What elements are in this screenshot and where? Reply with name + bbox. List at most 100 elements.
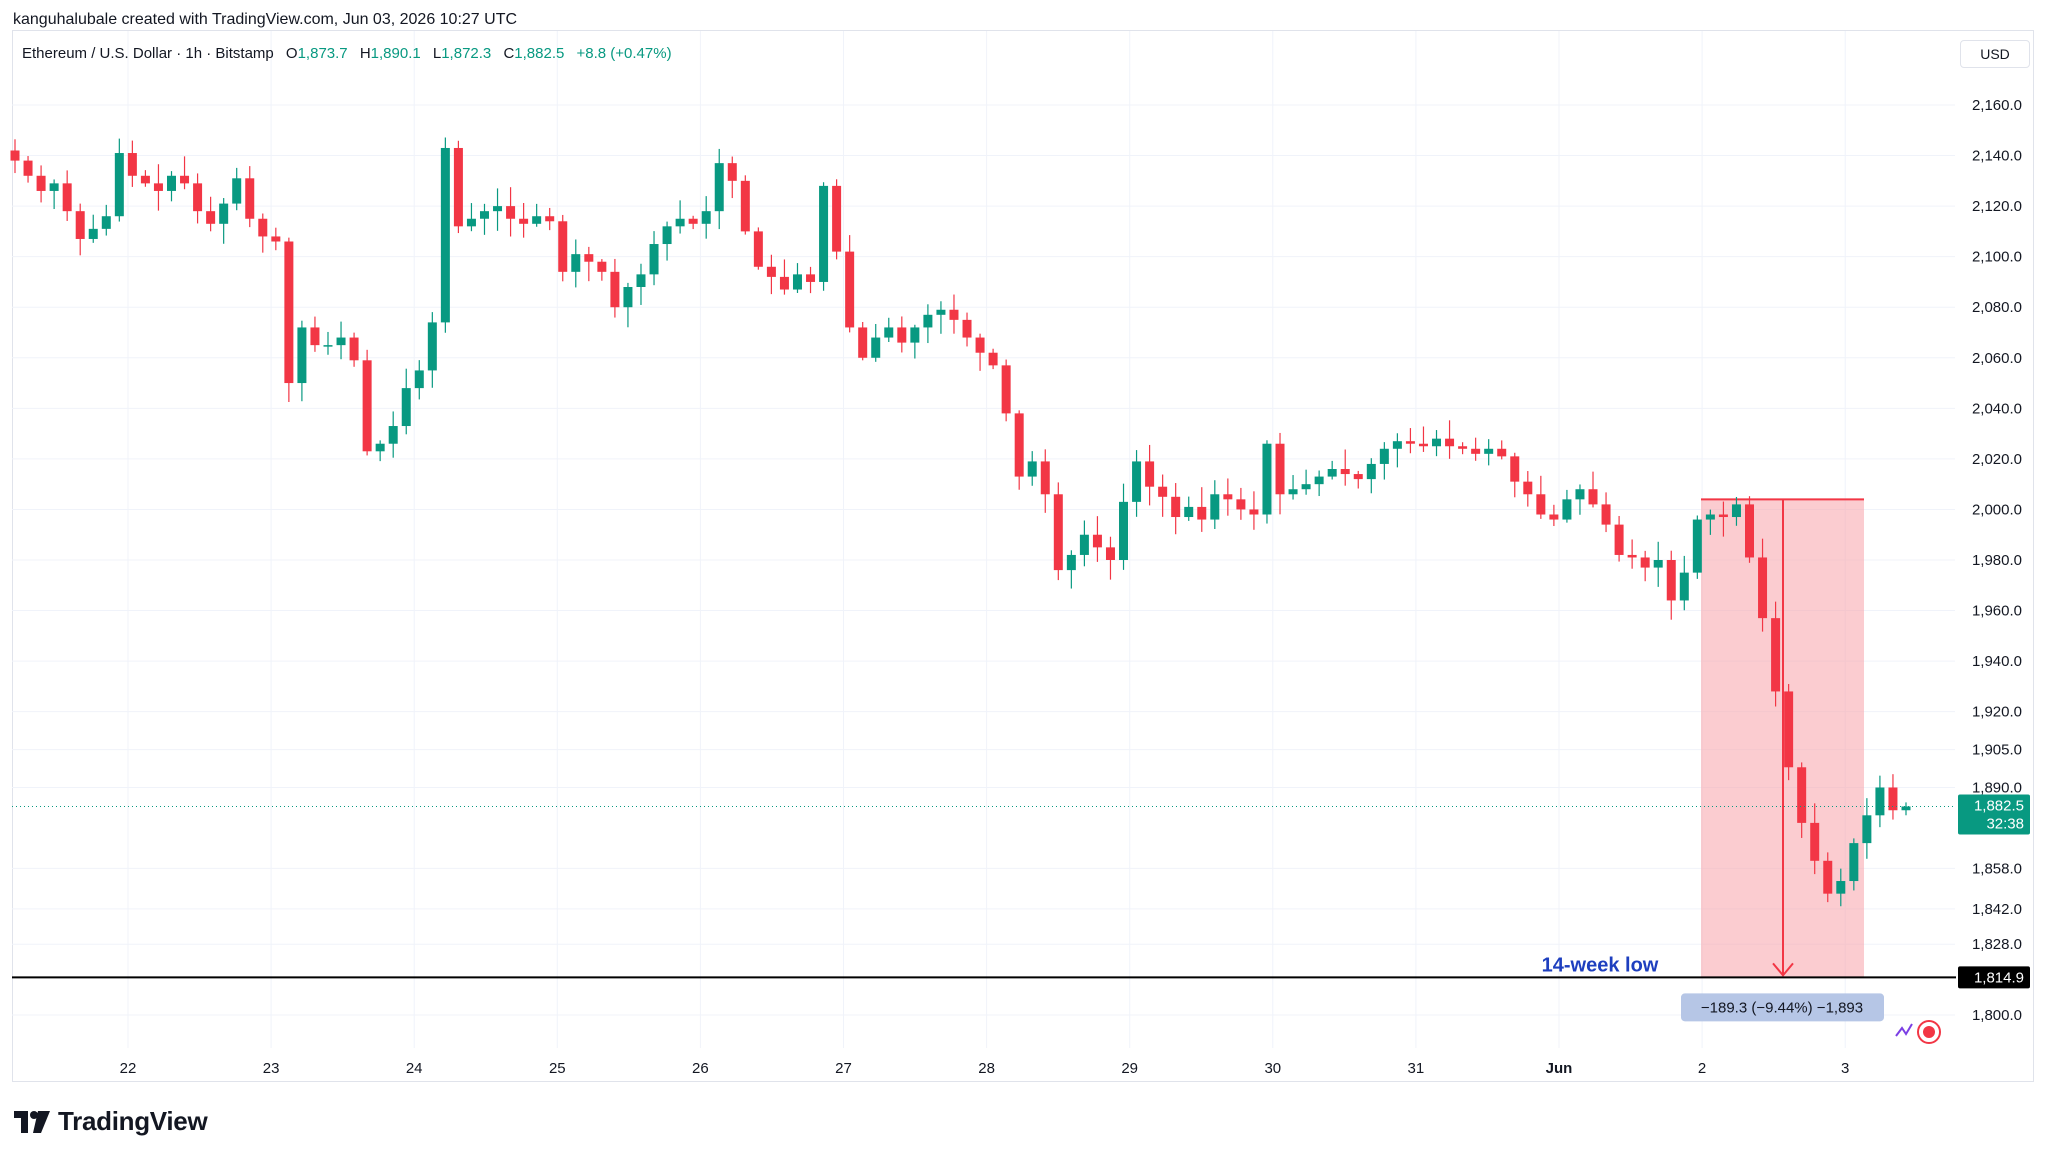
y-tick-label: 2,120.0 <box>1972 198 2022 215</box>
candle <box>1601 492 1611 533</box>
candle <box>493 188 503 231</box>
candle <box>858 322 868 361</box>
candle <box>1523 471 1533 507</box>
tradingview-logo[interactable]: TradingView <box>14 1106 208 1137</box>
candle <box>453 140 463 234</box>
candle <box>310 316 320 352</box>
y-tick-label: 2,060.0 <box>1972 350 2022 367</box>
candle <box>1549 504 1559 527</box>
candle <box>1666 550 1676 620</box>
candle <box>1875 775 1885 828</box>
candle <box>532 203 542 227</box>
candle <box>1849 838 1859 891</box>
open-label: O <box>285 45 298 62</box>
candle <box>1197 487 1207 532</box>
candle <box>701 196 711 239</box>
candle <box>1145 444 1155 506</box>
candle <box>466 203 476 232</box>
low-value: 1,872.3 <box>441 45 492 62</box>
candle <box>1379 442 1389 480</box>
x-tick-label: 29 <box>1121 1060 1138 1077</box>
candle <box>349 332 359 367</box>
candle <box>871 323 881 362</box>
x-axis: 22 23 24 25 26 27 28 29 30 31 Jun 2 3 <box>120 1060 1850 1077</box>
candle <box>1432 430 1442 457</box>
candle <box>766 254 776 295</box>
symbol-legend: Ethereum / U.S. Dollar · 1h · Bitstamp O… <box>22 45 672 62</box>
candle <box>1705 509 1715 535</box>
candle <box>362 349 372 456</box>
candle <box>1119 483 1129 570</box>
candle <box>1092 516 1102 562</box>
candle <box>1536 475 1546 519</box>
candle <box>1301 469 1311 495</box>
candle <box>884 317 894 343</box>
candle <box>1692 515 1702 579</box>
candle <box>779 259 789 295</box>
candle <box>1771 601 1781 707</box>
candle <box>1901 802 1911 816</box>
y-tick-label: 1,800.0 <box>1972 1007 2022 1024</box>
candle <box>88 214 98 243</box>
svg-text:1,814.9: 1,814.9 <box>1974 969 2024 986</box>
candle <box>101 204 111 236</box>
candle <box>258 213 268 253</box>
candle <box>1758 538 1768 632</box>
candle <box>636 263 646 305</box>
candle <box>688 215 698 230</box>
candle <box>1079 520 1089 567</box>
candle <box>1497 440 1507 460</box>
candle <box>1575 484 1585 515</box>
candle <box>1731 496 1741 526</box>
y-tick-label: 1,842.0 <box>1972 901 2022 918</box>
y-tick-label: 1,960.0 <box>1972 603 2022 620</box>
currency-button[interactable]: USD <box>1960 40 2030 68</box>
candle <box>558 214 568 282</box>
candle <box>23 156 33 183</box>
candle <box>127 140 137 187</box>
x-tick-label: 22 <box>120 1060 137 1077</box>
candle <box>923 304 933 344</box>
candle <box>792 263 802 293</box>
candle <box>1588 471 1598 508</box>
candle <box>323 331 333 355</box>
candle <box>806 266 816 294</box>
close-value: 1,882.5 <box>514 45 565 62</box>
candle <box>1888 774 1898 820</box>
candle <box>219 198 229 244</box>
y-tick-label: 1,980.0 <box>1972 552 2022 569</box>
candle <box>271 227 281 251</box>
candle <box>1262 440 1272 524</box>
candle <box>1405 428 1415 454</box>
candle <box>1366 458 1376 494</box>
candle <box>1510 452 1520 498</box>
candle <box>401 368 411 435</box>
candle <box>114 138 124 222</box>
candle <box>897 316 907 353</box>
y-tick-label: 1,940.0 <box>1972 653 2022 670</box>
candle <box>75 203 85 256</box>
candle <box>1184 496 1194 521</box>
brand-name: TradingView <box>58 1106 208 1136</box>
svg-text:−189.3 (−9.44%) −1,893: −189.3 (−9.44%) −1,893 <box>1701 999 1863 1016</box>
candle <box>49 179 59 210</box>
candle <box>584 246 594 282</box>
y-tick-label: 2,040.0 <box>1972 400 2022 417</box>
candle <box>388 411 398 458</box>
chart-frame <box>12 30 2034 1082</box>
change-value: +8.8 (+0.47%) <box>576 45 672 62</box>
measure-label: −189.3 (−9.44%) −1,893 <box>1681 993 1884 1022</box>
candle <box>336 321 346 360</box>
candle <box>284 237 294 402</box>
candle <box>1640 550 1650 582</box>
symbol-name: Ethereum / U.S. Dollar · 1h · Bitstamp <box>22 45 274 62</box>
candle <box>206 196 216 232</box>
candle <box>1458 442 1468 455</box>
candle <box>832 179 842 260</box>
y-tick-label: 1,828.0 <box>1972 936 2022 953</box>
x-tick-label: 31 <box>1408 1060 1425 1077</box>
x-tick-label: 24 <box>406 1060 423 1077</box>
x-tick-label: 2 <box>1698 1060 1706 1077</box>
candle <box>427 312 437 388</box>
